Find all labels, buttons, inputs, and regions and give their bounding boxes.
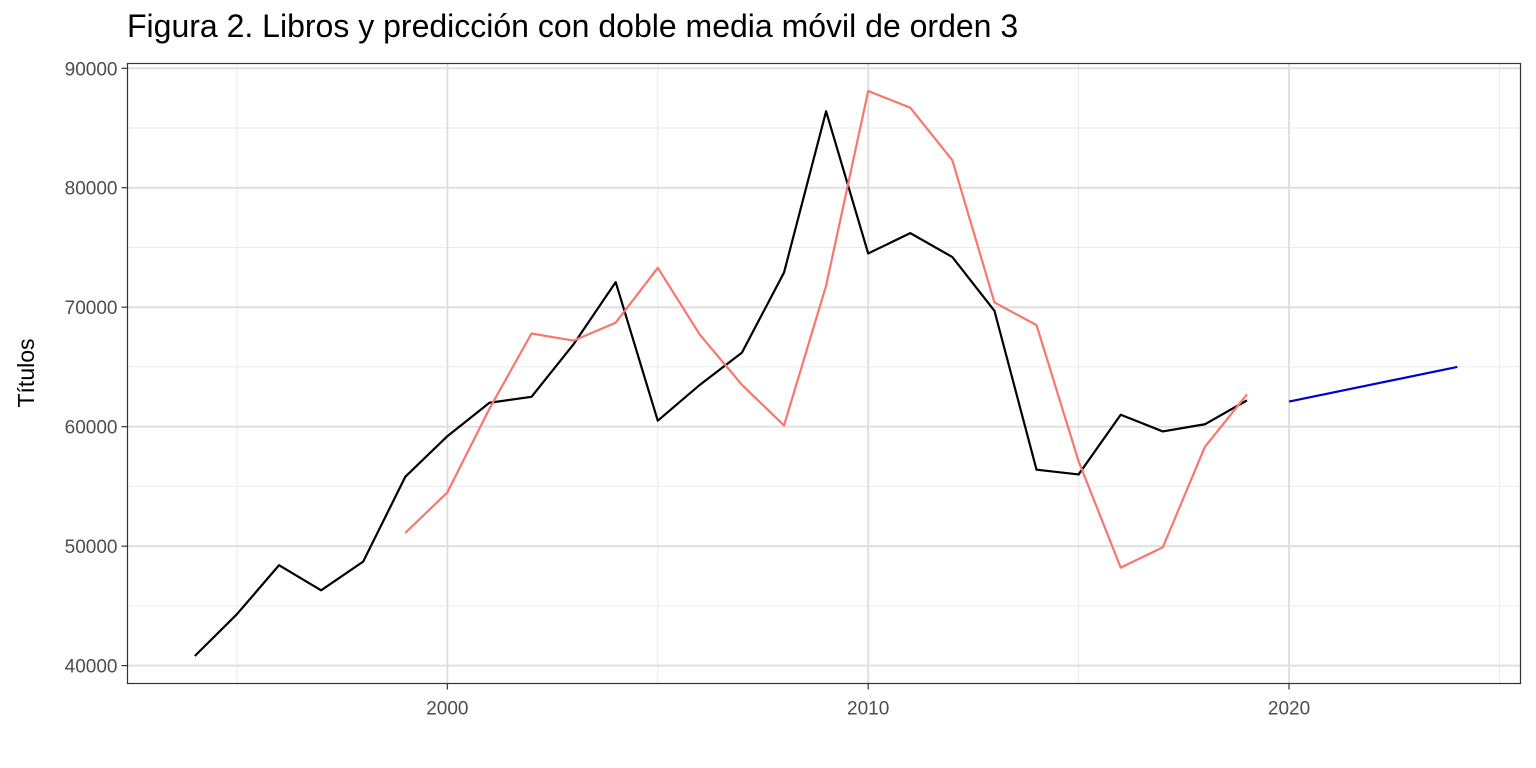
series-line-3 — [1288, 365, 1458, 403]
y-tick-label: 70000 — [65, 298, 118, 319]
axis-layer: 40000 50000 60000 70000 80000 90000 2000 2010 20… — [65, 59, 1311, 719]
x-tick-label: 2020 — [1268, 699, 1310, 720]
x-tick-label: 2010 — [847, 699, 889, 720]
grid-layer — [127, 63, 1521, 684]
y-tick-label: 90000 — [65, 59, 118, 80]
series-layer — [194, 89, 1458, 657]
series-line-2 — [404, 89, 1248, 569]
y-axis-title: Títulos — [13, 338, 39, 407]
y-tick-label: 80000 — [65, 179, 118, 200]
series-line-1 — [194, 110, 1248, 657]
x-tick-label: 2000 — [426, 699, 468, 720]
y-tick-label: 50000 — [65, 537, 118, 558]
panel-border — [126, 62, 1522, 685]
y-tick-label: 40000 — [65, 657, 118, 678]
chart-title: Figura 2. Libros y predicción con doble … — [127, 8, 1019, 44]
y-tick-label: 60000 — [65, 418, 118, 439]
